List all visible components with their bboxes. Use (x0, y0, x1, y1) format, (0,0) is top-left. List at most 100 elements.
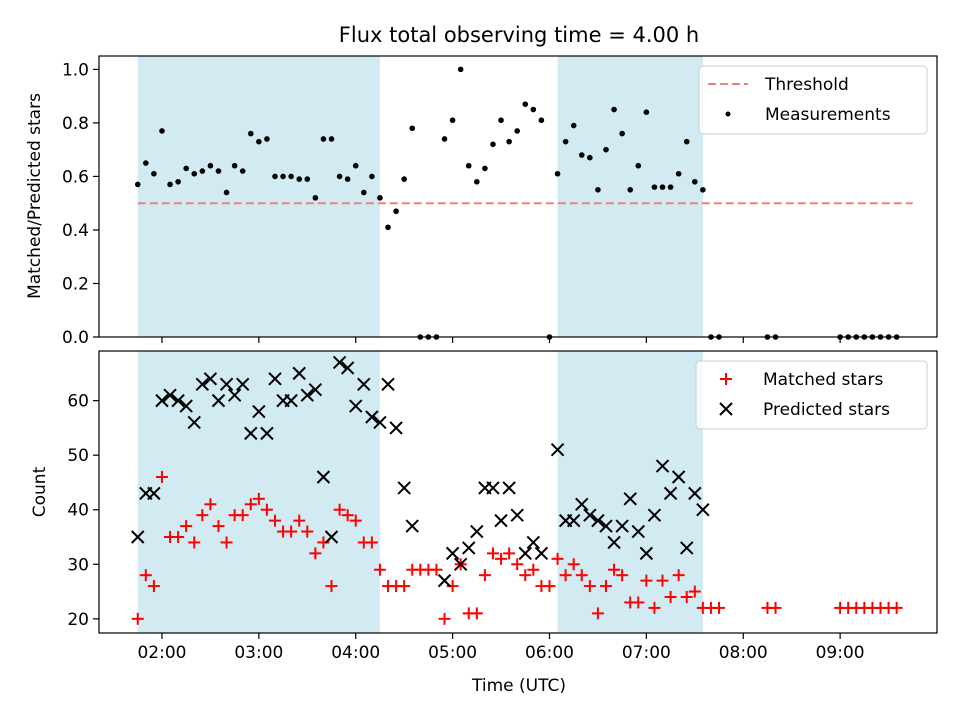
matched-point (890, 601, 903, 614)
predicted-point (494, 513, 508, 528)
measurement-point (239, 168, 246, 174)
predicted-point (453, 557, 468, 571)
matched-point (527, 563, 540, 576)
predicted-point (211, 393, 226, 408)
matched-point (446, 580, 459, 593)
predicted-point (655, 459, 670, 473)
measurement-point (659, 184, 666, 190)
matched-point (511, 558, 524, 571)
matched-point (608, 563, 621, 576)
predicted-point (647, 508, 662, 522)
matched-point (713, 601, 726, 614)
measurement-point (554, 170, 561, 177)
predicted-point (349, 399, 363, 413)
matched-point (236, 509, 249, 522)
measurement-point (538, 117, 545, 124)
matched-point (188, 536, 201, 549)
measurement-point (570, 122, 577, 129)
measurement-point (651, 184, 658, 190)
predicted-point (502, 481, 516, 495)
legend-matched-label: Matched stars (763, 370, 883, 390)
ratio-legend: Threshold Measurements (698, 65, 928, 135)
measurement-point (667, 184, 674, 190)
measurement-point (409, 125, 416, 132)
measurement-point (465, 162, 472, 169)
matched-point (333, 503, 346, 516)
predicted-point (227, 388, 242, 402)
predicted-point (486, 481, 500, 495)
matched-point (268, 514, 281, 527)
matched-point (373, 563, 386, 576)
predicted-point (373, 415, 387, 430)
measurement-point (385, 224, 391, 231)
measurement-point (490, 141, 496, 148)
measurement-point (352, 162, 359, 169)
count-y-axis-label: Count (30, 466, 50, 517)
predicted-point (308, 383, 323, 397)
ratio-y-axis-label: Matched/Predicted stars (25, 93, 45, 299)
predicted-point (591, 513, 605, 528)
measurement-point (692, 178, 698, 185)
predicted-point (437, 573, 452, 588)
matched-point (688, 585, 701, 598)
predicted-point (324, 530, 339, 544)
matched-point (551, 552, 564, 565)
measurement-point (143, 160, 149, 166)
measurement-point (175, 178, 181, 185)
matched-point (559, 569, 572, 582)
x-tick-label: 08:00 (719, 643, 768, 663)
measurement-point (296, 176, 303, 182)
matched-point (567, 558, 580, 571)
predicted-point (381, 377, 395, 391)
matched-point (519, 569, 532, 582)
matched-point (180, 520, 193, 533)
measurement-point (506, 138, 512, 145)
matched-point (220, 536, 233, 549)
matched-point (172, 531, 185, 543)
matched-point (495, 552, 508, 565)
measurement-point (587, 154, 593, 161)
measurement-point (498, 117, 504, 124)
measurement-point (578, 152, 585, 158)
predicted-point (163, 388, 177, 402)
matched-point (478, 569, 491, 582)
predicted-point (623, 492, 637, 506)
legend-matched-swatch (720, 373, 732, 385)
measurement-point (530, 106, 537, 113)
measurement-point (619, 130, 625, 137)
predicted-point (510, 508, 524, 522)
measurement-point (207, 162, 214, 169)
y-tick-label: 40 (67, 501, 89, 521)
matched-point (252, 492, 265, 505)
measurement-point (474, 178, 480, 185)
measurement-point (482, 165, 488, 172)
matched-point (309, 547, 322, 560)
matched-point (349, 514, 362, 527)
measurement-point (683, 138, 690, 145)
legend-threshold-label: Threshold (764, 75, 849, 95)
ratio-panel: 0.0 0.2 0.4 0.6 0.8 1.0 Matched/Predicted sta… (25, 55, 938, 348)
legend-predicted-label: Predicted stars (763, 400, 890, 420)
y-tick-label: 50 (67, 446, 89, 466)
measurement-point (595, 187, 601, 193)
matched-point (656, 574, 669, 587)
measurement-point (344, 176, 351, 182)
matched-point (212, 520, 225, 533)
measurement-point (627, 187, 634, 193)
measurement-point (191, 170, 198, 177)
predicted-point (639, 546, 654, 561)
predicted-point (357, 377, 371, 391)
predicted-point (575, 497, 589, 511)
x-tick-label: 07:00 (622, 643, 671, 663)
predicted-point (300, 388, 314, 402)
matched-point (260, 503, 273, 516)
ratio-axes-frame (98, 55, 938, 338)
measurement-point (514, 128, 520, 134)
matched-point (430, 563, 443, 576)
predicted-point (680, 541, 694, 555)
predicted-point (518, 546, 532, 561)
y-tick-label: 60 (67, 392, 89, 412)
predicted-point (607, 535, 621, 550)
y-tick-label: 0.6 (62, 167, 89, 187)
matched-point (147, 580, 160, 593)
